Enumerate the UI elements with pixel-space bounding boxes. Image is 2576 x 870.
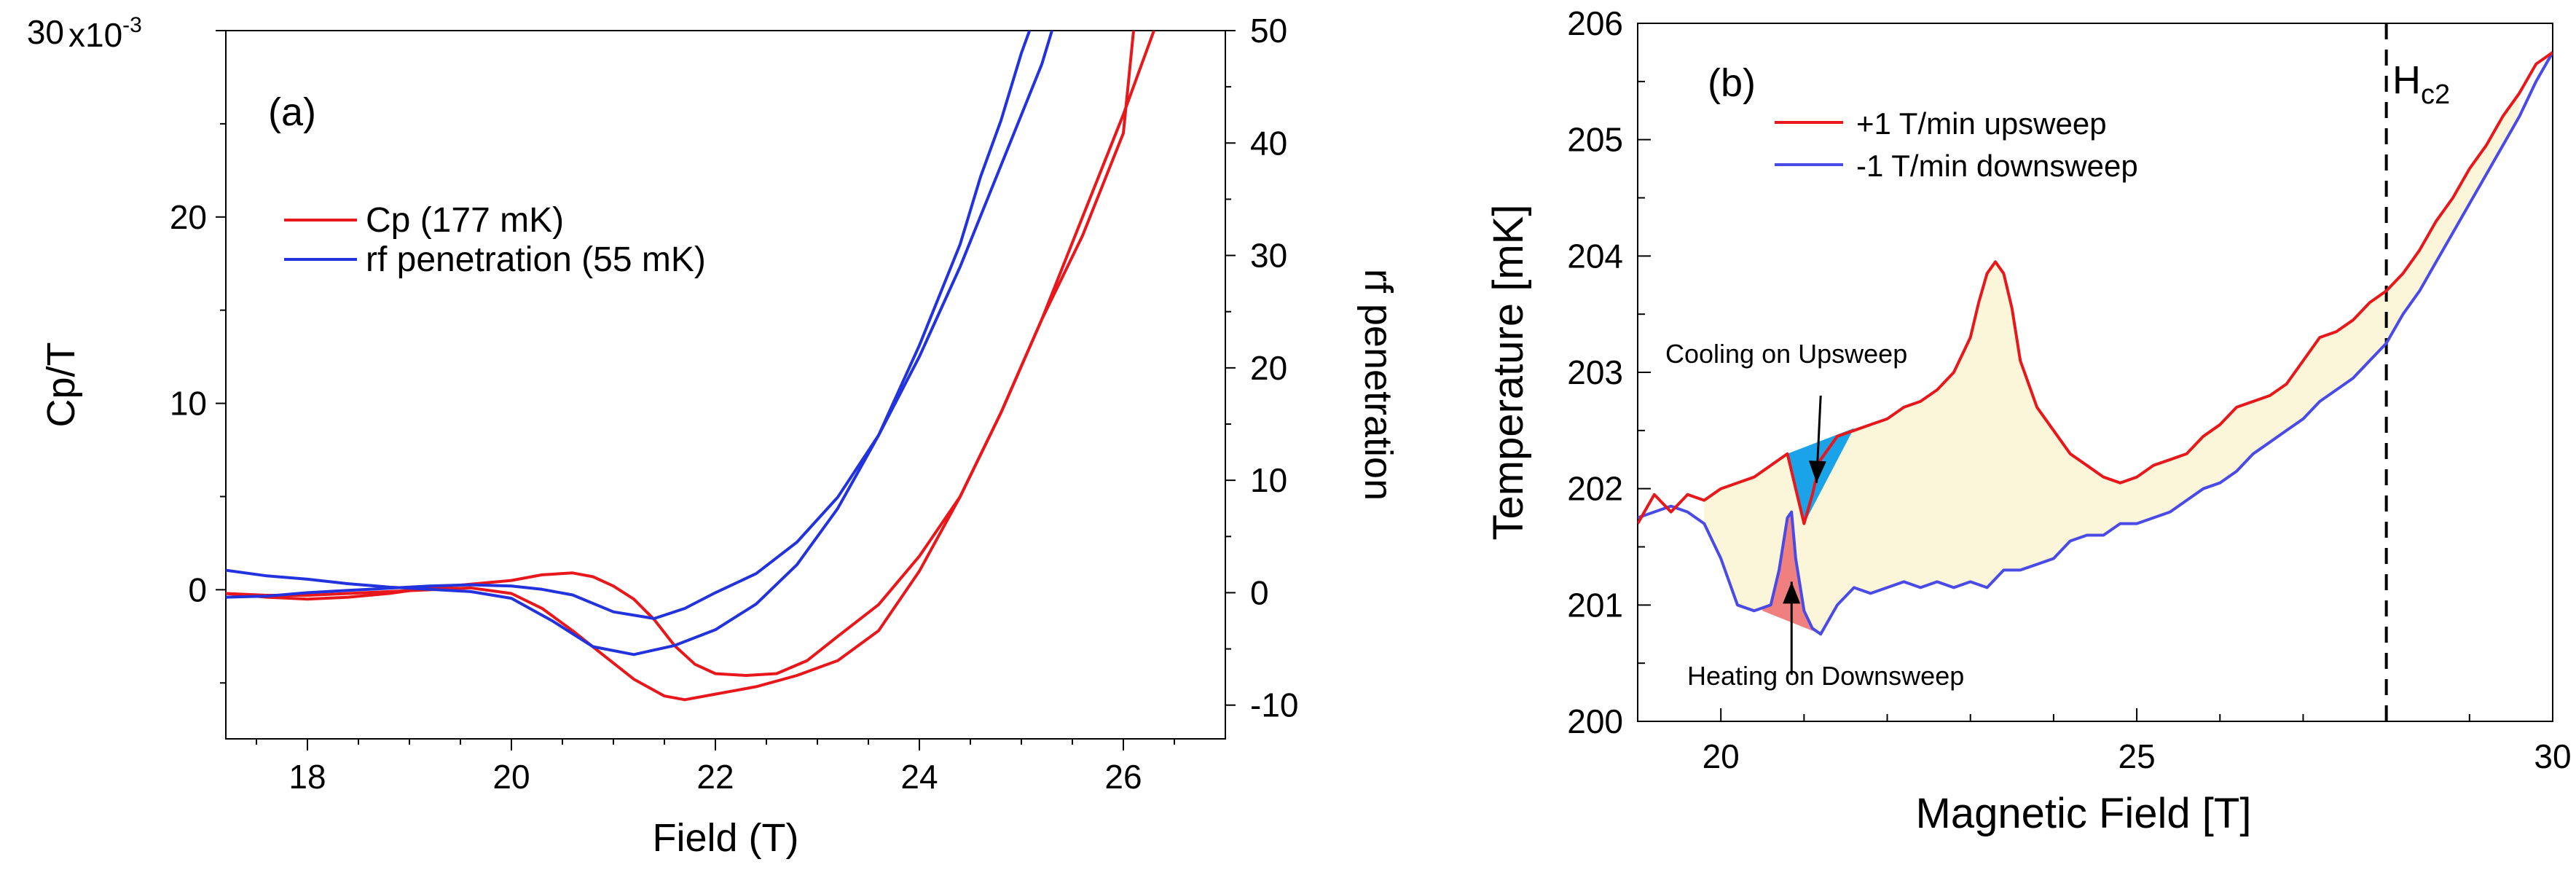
panel-a-series-layer: [226, 31, 1155, 702]
upsweep-line: [1638, 51, 2553, 525]
panel-b-y-tick-label: 202: [1567, 470, 1623, 508]
annotation-cooling: Cooling on Upsweep: [1665, 339, 1907, 369]
fill-hysteresis-region: [1704, 93, 2520, 635]
panel-b-label: (b): [1708, 61, 1756, 105]
fill-heating-region: [1762, 512, 1821, 635]
arrow-cooling: [1808, 395, 1826, 483]
panel-a-right-tick-label: 0: [1250, 573, 1269, 611]
panel-b-fill-layer: [1704, 93, 2520, 635]
hc2-label-sub: c2: [2421, 79, 2450, 110]
panel-a-y-tick-label: 20: [170, 198, 207, 236]
panel-b-x-tick-label: 30: [2534, 737, 2571, 775]
panel-b-y-axis-label: Temperature [mK]: [1485, 205, 1532, 541]
y-axis-multiplier: x10-3: [68, 13, 142, 54]
panel-b-x-axis-label: Magnetic Field [T]: [1916, 790, 2252, 837]
panel-b-y-tick-label: 203: [1567, 353, 1623, 391]
y-axis-multiplier-base: x10: [68, 16, 122, 54]
panel-a-ticks-layer: 18 20 22 24 26 0 10 20 30 -10 0 10 20 30 40 50: [27, 12, 1299, 796]
panel-a-frame: [225, 30, 1226, 740]
panel-a-x-tick-label: 24: [900, 758, 938, 796]
panel-b-y-tick-label: 200: [1567, 702, 1623, 740]
panel-b-y-tick-label: 205: [1567, 121, 1623, 159]
panel-a-x-tick-label: 22: [696, 758, 734, 796]
panel-a-right-tick-label: 30: [1250, 237, 1287, 275]
panel-b-x-tick-label: 25: [2118, 737, 2156, 775]
legend-label-rf: rf penetration (55 mK): [366, 240, 706, 279]
legend-label-cp: Cp (177 mK): [366, 201, 564, 240]
panel-a-x-axis-label: Field (T): [653, 816, 799, 860]
panel-a-right-tick-label: 50: [1250, 12, 1287, 50]
panel-b-chart: 20 25 30 200 201 202 203 204 205 206 (b) Hc2 +1 T…: [1485, 4, 2572, 837]
panel-a-label: (a): [268, 90, 316, 134]
panel-a-right-axis-label: rf penetration: [1356, 269, 1400, 501]
panel-b-y-tick-label: 201: [1567, 586, 1623, 624]
panel-a-y-axis-label: Cp/T: [39, 342, 83, 427]
panel-a-y-tick-label: 0: [188, 571, 207, 608]
panel-b-y-tick-label: 206: [1567, 4, 1623, 42]
y-axis-multiplier-exponent: -3: [122, 13, 142, 37]
panel-a-series-line-1: [226, 31, 1155, 702]
panel-a-chart: 18 20 22 24 26 0 10 20 30 -10 0 10 20 30 40 50 (a) x10-…: [27, 12, 1400, 860]
panel-a-right-tick-label: 20: [1250, 349, 1287, 387]
panel-a-y-tick-label: 10: [170, 385, 207, 423]
legend-label-downsweep: -1 T/min downsweep: [1856, 149, 2138, 183]
panel-a-y-tick-label: 30: [27, 13, 64, 51]
panel-a-x-tick-label: 20: [492, 758, 530, 796]
hc2-label: Hc2: [2392, 58, 2450, 110]
panel-b-x-tick-label: 20: [1703, 737, 1740, 775]
panel-b-series-layer: [1638, 23, 2553, 721]
panel-b-ticks-layer: 20 25 30 200 201 202 203 204 205 206: [1567, 4, 2571, 775]
arrow-heating: [1783, 581, 1801, 675]
panel-a-legend: Cp (177 mK) rf penetration (55 mK): [284, 201, 706, 279]
panel-a-x-tick-label: 26: [1104, 758, 1142, 796]
panel-a-series-line-2: [226, 31, 1032, 657]
legend-label-upsweep: +1 T/min upsweep: [1856, 106, 2107, 141]
panel-b-legend: +1 T/min upsweep -1 T/min downsweep: [1775, 106, 2138, 183]
panel-a-right-tick-label: 10: [1250, 461, 1287, 499]
panel-a-right-tick-label: 40: [1250, 124, 1287, 162]
downsweep-line: [1638, 51, 2553, 636]
annotation-heating: Heating on Downsweep: [1687, 661, 1964, 691]
panel-a-right-tick-label: -10: [1250, 686, 1298, 724]
panel-a-series-line-3: [226, 31, 1054, 620]
hc2-label-main: H: [2392, 58, 2421, 102]
panel-a-x-tick-label: 18: [288, 758, 326, 796]
fill-cooling-region: [1787, 428, 1854, 524]
panel-b-y-tick-label: 204: [1567, 237, 1623, 275]
